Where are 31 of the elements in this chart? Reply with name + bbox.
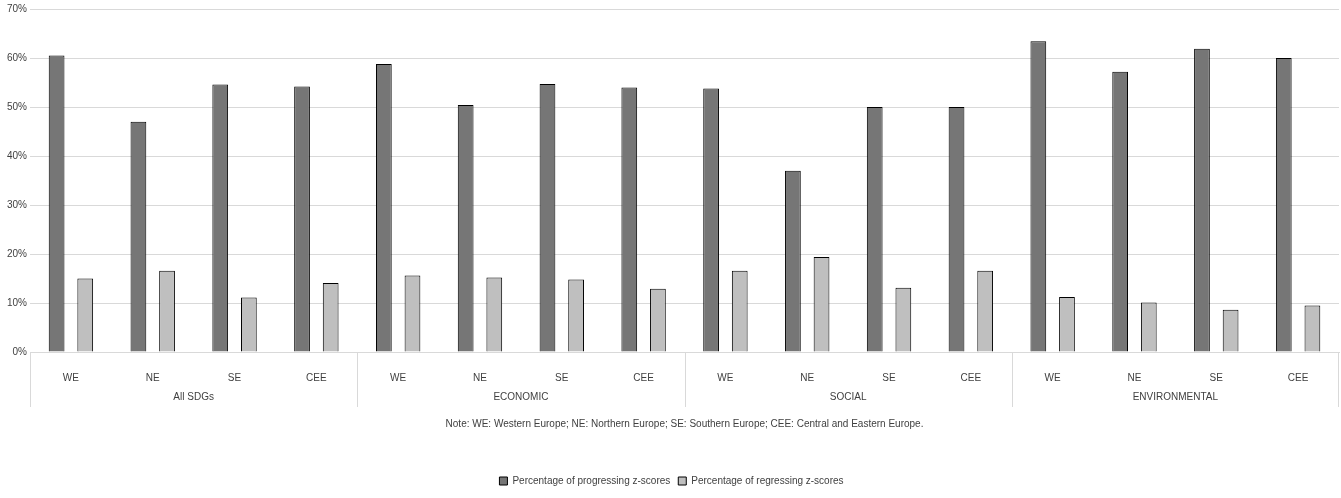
y-tick-label: 30% (7, 198, 28, 210)
x-tick-label: CEE (306, 371, 327, 383)
text: All SDGs (173, 390, 214, 402)
x-tick-label: NE (1127, 371, 1142, 383)
legend-label: Percentage of progressing z-scores (512, 474, 671, 486)
x-tick-label: SE (882, 371, 897, 383)
text: ENVIRONMENTAL (1132, 390, 1219, 402)
y-tick-label: 70% (7, 2, 28, 14)
x-tick-label: CEE (1287, 371, 1309, 383)
x-tick-label: NE (145, 371, 160, 383)
x-tick-label: WE (62, 371, 80, 383)
x-tick-label: NE (473, 371, 488, 383)
text: SOCIAL (829, 390, 867, 402)
y-tick-label: 10% (7, 296, 28, 308)
x-tick-label: SE (555, 371, 569, 383)
x-tick-label: CEE (633, 371, 655, 383)
text: Note: WE: Western Europe; NE: Northern Europe; SE: Southern Europe; CEE: Central and Eastern Europe. (445, 417, 924, 429)
x-tick-label: SE (227, 371, 242, 383)
x-tick-label: WE (717, 371, 734, 383)
y-tick-label: 40% (7, 149, 28, 161)
text: ECONOMIC (493, 390, 549, 402)
y-tick-label: 50% (7, 100, 28, 112)
y-tick-label: 0% (12, 345, 28, 357)
x-tick-label: WE (1044, 371, 1062, 383)
x-tick-label: CEE (960, 371, 982, 383)
legend-label: Percentage of regressing z-scores (691, 474, 844, 486)
x-tick-label: SE (1209, 371, 1224, 383)
y-tick-label: 20% (7, 247, 28, 259)
x-tick-label: NE (800, 371, 815, 383)
y-tick-label: 60% (7, 51, 28, 63)
x-tick-label: WE (390, 371, 407, 383)
